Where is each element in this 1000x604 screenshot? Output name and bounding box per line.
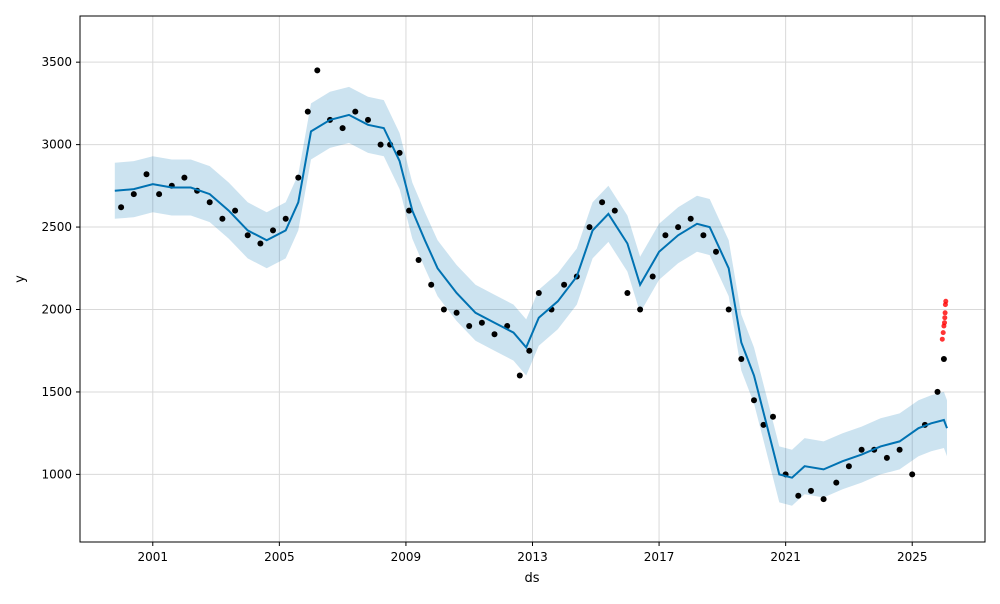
observed-point: [314, 67, 321, 74]
trend-line: [114, 113, 948, 479]
observed-point: [770, 413, 776, 420]
observed-point: [339, 125, 346, 132]
trend-line-layer: [114, 113, 948, 479]
observed-point: [687, 215, 694, 222]
observed-point: [453, 309, 460, 316]
observed-point: [845, 463, 852, 470]
observed-point: [561, 281, 568, 288]
observed-point: [206, 199, 213, 206]
observed-point: [118, 204, 125, 211]
observed-point: [611, 207, 618, 214]
x-axis-ticks: 2001 2005 2009 2013 2017 2021 2025: [138, 542, 928, 564]
observed-point: [820, 496, 827, 503]
observed-point: [270, 227, 276, 234]
recent-point: [940, 330, 946, 336]
observed-point: [526, 347, 533, 354]
observed-point: [156, 191, 163, 198]
observed-point: [858, 446, 865, 453]
observed-point: [244, 232, 251, 239]
observed-point: [934, 388, 941, 395]
x-tick-label: 2021: [770, 550, 801, 564]
x-axis-label: ds: [524, 571, 539, 586]
x-tick-label: 2025: [897, 550, 928, 564]
observed-point: [396, 149, 403, 156]
observed-point: [181, 174, 188, 181]
x-tick-label: 2009: [391, 550, 422, 564]
y-tick-label: 3000: [41, 138, 72, 152]
observed-point: [795, 492, 802, 499]
y-axis-label: y: [13, 275, 28, 283]
observed-point: [295, 174, 302, 181]
observed-point: [713, 248, 719, 255]
observed-point: [466, 323, 473, 329]
observed-point: [896, 446, 903, 453]
observed-point: [143, 171, 150, 178]
observed-point: [586, 224, 593, 231]
observed-point: [219, 215, 226, 222]
recent-point: [942, 310, 948, 316]
observed-point: [883, 454, 890, 461]
recent-point: [942, 315, 948, 321]
x-tick-label: 2013: [517, 550, 548, 564]
x-tick-label: 2017: [644, 550, 675, 564]
gridlines: [80, 16, 985, 542]
y-axis-ticks: 1000 1500 2000 2500 3000 3500: [41, 55, 80, 481]
observed-point: [478, 319, 485, 326]
recent-point: [939, 336, 945, 342]
observed-point: [535, 290, 542, 296]
observed-point: [257, 240, 264, 247]
uncertainty-band: [114, 86, 948, 506]
observed-points-layer: [118, 67, 947, 503]
observed-point: [365, 116, 371, 123]
observed-point: [624, 290, 631, 296]
recent-points-layer: [939, 298, 949, 342]
observed-point: [516, 372, 523, 379]
observed-point: [662, 232, 669, 239]
observed-point: [406, 207, 413, 214]
observed-point: [700, 232, 707, 239]
observed-point: [649, 273, 656, 280]
observed-point: [599, 199, 606, 206]
observed-point: [282, 215, 289, 222]
y-tick-label: 1000: [41, 467, 72, 481]
recent-point: [943, 298, 949, 304]
x-tick-label: 2001: [138, 550, 169, 564]
observed-point: [909, 471, 916, 478]
observed-point: [675, 224, 682, 231]
uncertainty-band-layer: [114, 86, 948, 506]
observed-point: [415, 257, 422, 263]
observed-point: [304, 108, 311, 115]
observed-point: [637, 306, 644, 313]
observed-point: [833, 479, 840, 486]
observed-point: [130, 191, 137, 198]
observed-point: [738, 356, 745, 362]
y-tick-label: 1500: [41, 385, 72, 399]
x-tick-label: 2005: [264, 550, 295, 564]
observed-point: [808, 487, 814, 494]
y-tick-label: 2000: [41, 303, 72, 317]
observed-point: [491, 331, 498, 338]
observed-point: [760, 421, 767, 428]
observed-point: [232, 207, 239, 214]
observed-point: [352, 108, 359, 115]
observed-point: [440, 306, 447, 313]
observed-point: [725, 306, 732, 313]
observed-point: [377, 141, 384, 148]
recent-point: [942, 320, 947, 326]
y-tick-label: 2500: [41, 220, 72, 234]
observed-point: [428, 281, 435, 288]
observed-point: [940, 356, 947, 362]
y-tick-label: 3500: [41, 55, 72, 69]
observed-point: [751, 397, 757, 404]
